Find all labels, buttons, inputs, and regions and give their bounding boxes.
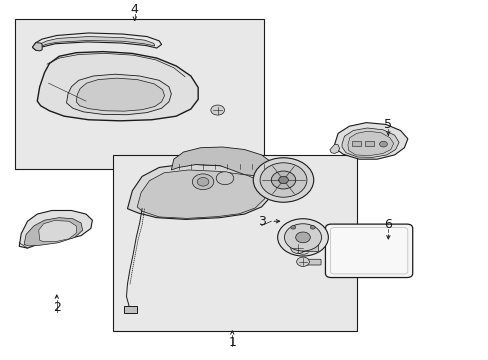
Polygon shape (19, 211, 92, 248)
Text: 2: 2 (53, 301, 61, 314)
Polygon shape (127, 164, 273, 220)
Polygon shape (24, 218, 82, 246)
Text: 6: 6 (384, 218, 391, 231)
Text: 4: 4 (131, 3, 139, 16)
Circle shape (192, 174, 213, 190)
Circle shape (271, 171, 295, 189)
Circle shape (277, 219, 328, 256)
Bar (113, 155, 356, 330)
Circle shape (295, 232, 310, 243)
Polygon shape (171, 147, 273, 176)
Polygon shape (66, 74, 171, 115)
Polygon shape (39, 221, 76, 242)
Polygon shape (347, 131, 393, 156)
Circle shape (278, 176, 288, 184)
Text: 3: 3 (257, 215, 265, 228)
Polygon shape (39, 37, 155, 47)
Polygon shape (341, 128, 398, 157)
Bar (365, 140, 373, 146)
FancyBboxPatch shape (330, 228, 407, 274)
Bar (123, 306, 137, 314)
Circle shape (253, 158, 313, 202)
Circle shape (310, 226, 315, 229)
Polygon shape (32, 33, 161, 50)
FancyBboxPatch shape (302, 245, 318, 251)
Text: 1: 1 (228, 336, 236, 348)
Circle shape (379, 141, 386, 147)
Circle shape (290, 226, 295, 229)
Circle shape (296, 257, 309, 266)
FancyBboxPatch shape (325, 224, 412, 278)
Polygon shape (32, 42, 42, 51)
Bar (351, 140, 360, 146)
Polygon shape (137, 170, 266, 219)
Polygon shape (334, 123, 407, 159)
Circle shape (290, 243, 305, 253)
Circle shape (284, 224, 321, 251)
Text: 5: 5 (384, 118, 391, 131)
Polygon shape (76, 78, 164, 111)
Circle shape (216, 172, 233, 185)
Circle shape (260, 163, 306, 197)
FancyBboxPatch shape (304, 259, 321, 265)
Polygon shape (329, 144, 339, 153)
Circle shape (210, 105, 224, 115)
Circle shape (197, 177, 208, 186)
Polygon shape (37, 51, 198, 121)
Bar (15, 19, 264, 169)
